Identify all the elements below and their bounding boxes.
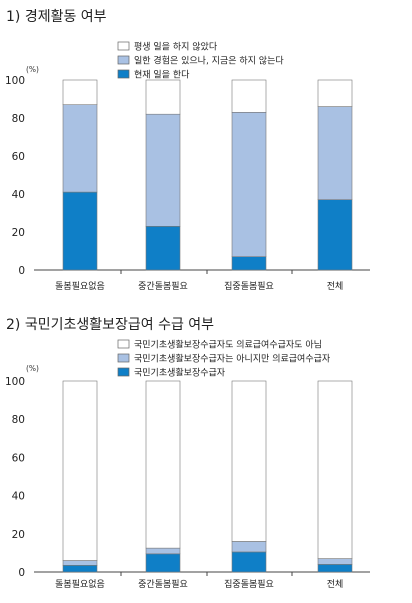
chart2-bar-2-series-0 [231, 551, 267, 573]
chart1-legend-swatch-2 [117, 41, 130, 51]
chart1-category-label-1: 중간돌봄필요 [138, 280, 188, 292]
chart2-legend-label-2: 국민기초생활보장수급자도 의료급여수급자도 아님 [134, 339, 322, 351]
chart2-bar-1-series-0 [145, 553, 181, 573]
chart2-unit-label: (%) [26, 364, 39, 373]
chart2-category-label-3: 전체 [327, 579, 344, 590]
chart2-bar-3-series-1 [317, 558, 353, 565]
chart1-ytick-label: 80 [12, 113, 25, 125]
chart1-category-label-0: 돌봄필요없음 [55, 280, 105, 292]
chart1-bar-0-series-0 [62, 191, 98, 271]
chart2-bar-0-series-1 [62, 560, 98, 566]
chart1-bar-3-series-1 [317, 106, 353, 200]
chart2-category-label-2: 집중돌봄필요 [224, 578, 274, 590]
chart2-ytick-label: 0 [18, 567, 25, 579]
chart1-bar-0-series-1 [62, 104, 98, 193]
chart2-ytick-label: 80 [12, 414, 25, 426]
chart1-ytick-label: 0 [18, 265, 25, 277]
chart1-bar-1-series-1 [145, 113, 181, 227]
chart1-legend-swatch-1 [117, 55, 130, 65]
chart2-ytick-label: 20 [12, 529, 25, 541]
chart1-category-label-2: 집중돌봄필요 [224, 280, 274, 292]
chart1-unit-label: (%) [26, 65, 39, 74]
chart2-bar-0-series-0 [62, 565, 98, 573]
chart1-legend-label-1: 일한 경험은 있으나, 지금은 하지 않는다 [134, 55, 284, 67]
chart1-ytick-label: 20 [12, 227, 25, 239]
chart1-ytick-label: 40 [12, 189, 25, 201]
chart2-ytick-label: 60 [12, 452, 25, 464]
chart2-bar-1-series-1 [145, 547, 181, 555]
chart2-bar-2-series-1 [231, 541, 267, 553]
chart2-legend-label-0: 국민기초생활보장수급자 [134, 367, 226, 379]
chart2-bar-1-series-2 [145, 380, 181, 549]
chart2-legend-swatch-2 [117, 339, 130, 349]
chart1-legend-label-0: 현재 일을 한다 [134, 70, 190, 81]
chart2-legend-label-1: 국민기초생활보장수급자는 아니지만 의료급여수급자 [134, 353, 331, 365]
chart2-category-label-0: 돌봄필요없음 [55, 578, 105, 590]
chart1-bar-1-series-0 [145, 226, 181, 271]
chart2-bar-2-series-2 [231, 380, 267, 542]
chart2-bar-0-series-2 [62, 380, 98, 561]
chart2-ytick-label: 100 [5, 376, 25, 388]
chart2-legend-swatch-0 [117, 367, 130, 377]
chart1-bar-3-series-0 [317, 199, 353, 271]
chart1-legend-label-2: 평생 일을 하지 않았다 [134, 41, 218, 53]
chart1-bar-2-series-0 [231, 256, 267, 271]
chart1-ytick-label: 100 [5, 75, 25, 87]
chart2-ytick-label: 40 [12, 491, 25, 503]
chart1-category-label-3: 전체 [327, 281, 344, 292]
chart2-title: 2) 국민기초생활보장급여 수급 여부 [6, 317, 215, 333]
chart2-category-label-1: 중간돌봄필요 [138, 578, 188, 590]
chart1-bar-2-series-1 [231, 112, 267, 257]
chart1-bar-1-series-2 [145, 79, 181, 115]
chart1-title: 1) 경제활동 여부 [6, 9, 107, 25]
chart1-legend-swatch-0 [117, 69, 130, 79]
chart1-bar-3-series-2 [317, 79, 353, 107]
chart1-ytick-label: 60 [12, 151, 25, 163]
chart1-bar-0-series-2 [62, 79, 98, 106]
chart2-legend-swatch-1 [117, 353, 130, 363]
chart2-bar-3-series-2 [317, 380, 353, 559]
chart1-bar-2-series-2 [231, 79, 267, 113]
chart2-bar-3-series-0 [317, 564, 353, 573]
